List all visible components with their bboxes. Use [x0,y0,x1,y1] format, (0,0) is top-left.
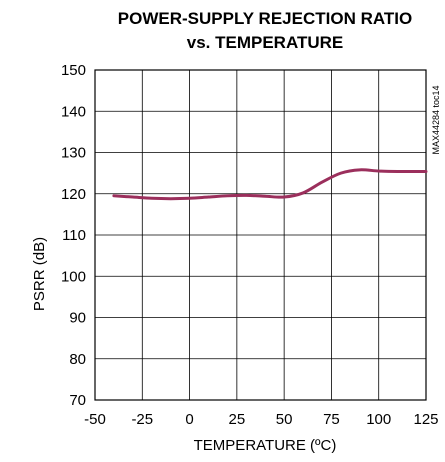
x-tick-label: -25 [131,411,153,428]
y-tick-label: 120 [61,186,86,203]
x-axis-label: TEMPERATURE (ºC) [194,437,337,454]
x-tick-labels: -50 -25 0 25 50 75 100 125 [84,411,438,428]
x-tick-label: -50 [84,411,106,428]
figure-code: MAX44284 toc14 [431,85,441,154]
plot-frame [94,69,427,401]
y-tick-label: 130 [61,145,86,162]
x-tick-label: 0 [185,411,193,428]
x-tick-label: 125 [413,411,438,428]
y-tick-label: 70 [69,392,86,409]
y-tick-labels: 70 80 90 100 110 120 130 140 150 [61,62,86,409]
y-tick-label: 150 [61,62,86,79]
x-tick-label: 75 [323,411,340,428]
chart-subtitle: vs. TEMPERATURE [187,33,344,52]
y-tick-label: 110 [62,227,86,244]
y-tick-label: 100 [61,268,86,285]
x-tick-label: 50 [276,411,293,428]
series-line [112,168,428,201]
y-tick-label: 140 [61,103,86,120]
y-axis-label: PSRR (dB) [31,237,48,311]
y-tick-label: 90 [69,310,86,327]
y-tick-label: 80 [69,351,86,368]
x-tick-label: 100 [366,411,391,428]
chart-title: POWER-SUPPLY REJECTION RATIO [118,9,412,28]
grid [94,69,427,401]
x-tick-label: 25 [229,411,246,428]
